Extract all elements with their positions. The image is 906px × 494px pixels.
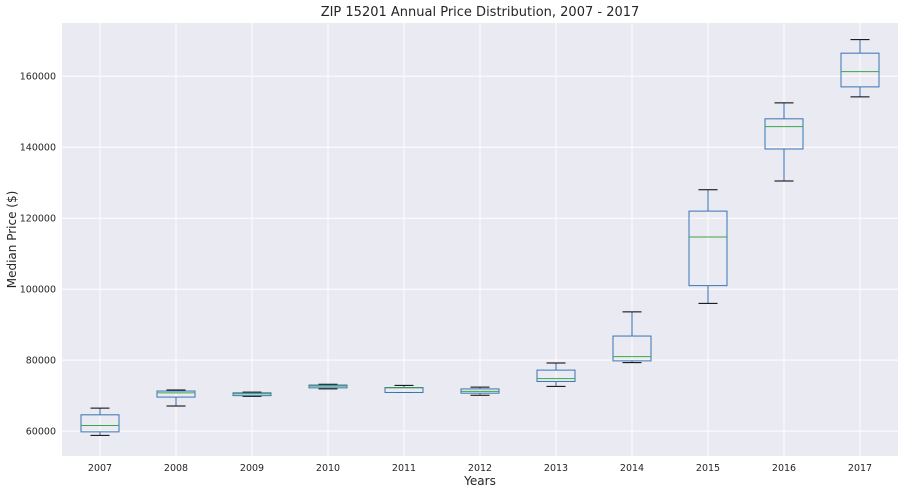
iqr-box xyxy=(688,210,728,287)
iqr-box xyxy=(536,369,576,382)
box-2010 xyxy=(308,383,348,390)
box-2013 xyxy=(536,362,576,387)
x-tick-label: 2017 xyxy=(848,463,872,474)
iqr-box xyxy=(80,414,120,433)
y-tick-label: 100000 xyxy=(20,285,56,296)
box-2011 xyxy=(384,384,424,393)
y-tick-label: 120000 xyxy=(20,214,56,225)
x-tick-label: 2012 xyxy=(468,463,492,474)
x-tick-label: 2011 xyxy=(392,463,416,474)
x-tick-label: 2007 xyxy=(88,463,112,474)
box-2008 xyxy=(156,389,196,407)
x-axis-label: Years xyxy=(463,474,496,488)
grid xyxy=(62,23,898,456)
box-2009 xyxy=(232,391,272,397)
box-2017 xyxy=(840,39,880,98)
x-tick-label: 2010 xyxy=(316,463,340,474)
box-2014 xyxy=(612,311,652,364)
y-axis-label: Median Price ($) xyxy=(5,191,19,289)
iqr-box xyxy=(156,390,196,398)
box-2015 xyxy=(688,189,728,304)
x-tick-label: 2009 xyxy=(240,463,264,474)
iqr-box xyxy=(840,52,880,88)
y-tick-label: 60000 xyxy=(26,427,56,438)
iqr-box xyxy=(764,118,804,150)
x-tick-label: 2008 xyxy=(164,463,188,474)
x-tick-label: 2016 xyxy=(772,463,796,474)
y-tick-label: 80000 xyxy=(26,356,56,367)
x-tick-label: 2013 xyxy=(544,463,568,474)
box-2012 xyxy=(460,386,500,396)
x-tick-label: 2015 xyxy=(696,463,720,474)
y-tick-label: 160000 xyxy=(20,72,56,83)
y-tick-labels: 60000 80000 100000 120000 140000 160000 xyxy=(20,72,56,438)
boxes xyxy=(80,39,880,436)
box-2007 xyxy=(80,407,120,436)
chart-title: ZIP 15201 Annual Price Distribution, 200… xyxy=(321,5,640,20)
x-tick-label: 2014 xyxy=(620,463,644,474)
x-tick-labels: 2007 2008 2009 2010 2011 2012 2013 2014 2015 2016… xyxy=(88,463,872,474)
box-2016 xyxy=(764,102,804,182)
iqr-box xyxy=(612,335,652,362)
y-tick-label: 140000 xyxy=(20,143,56,154)
